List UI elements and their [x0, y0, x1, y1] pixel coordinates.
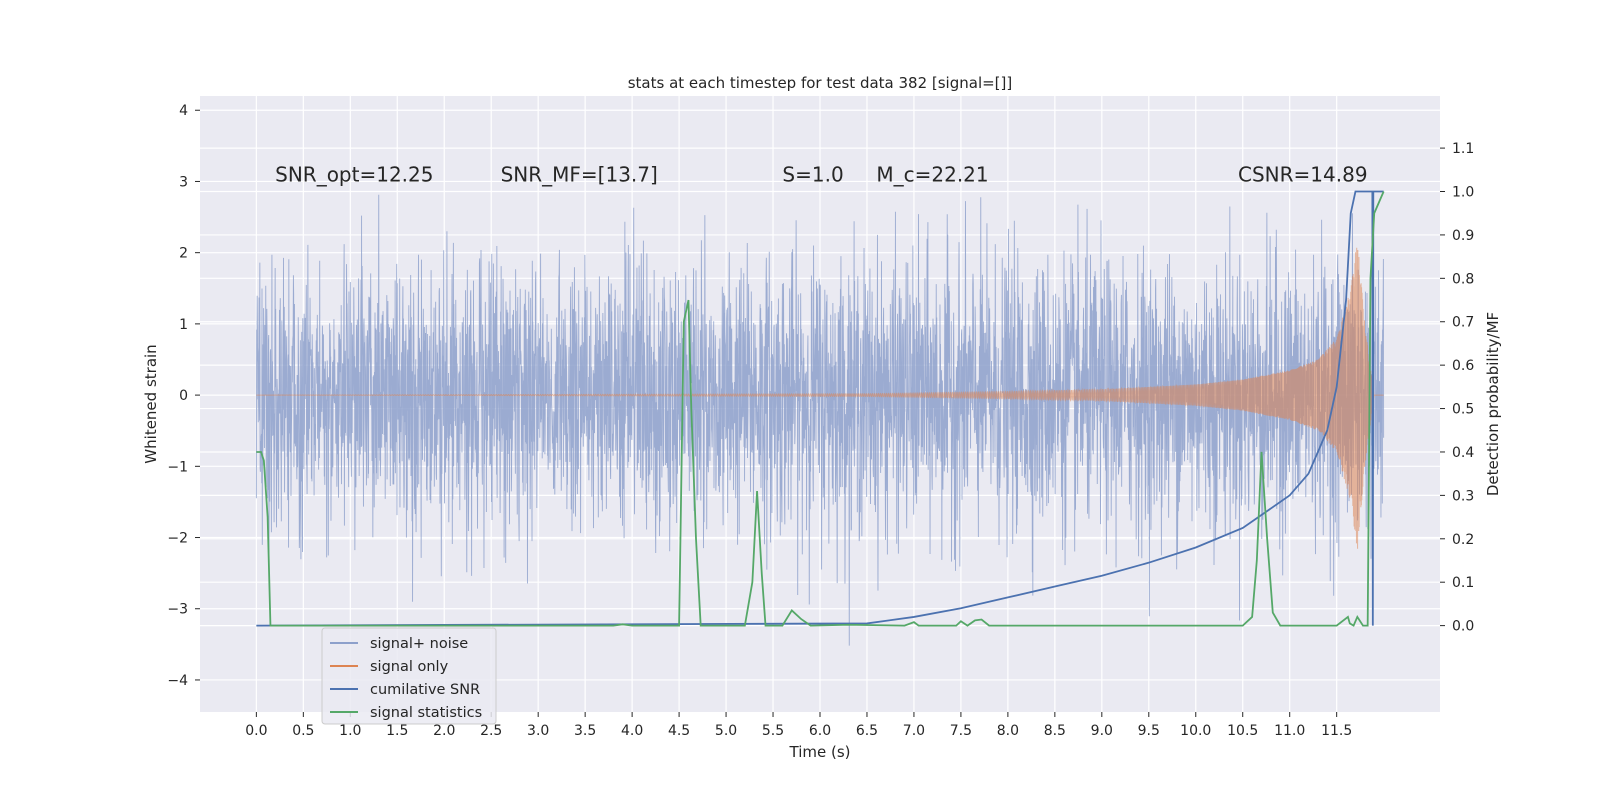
x-tick-label: 7.5	[950, 723, 972, 739]
y-left-tick-label: 0	[179, 388, 188, 404]
x-tick-label: 9.5	[1138, 723, 1160, 739]
y-right-tick-label: 0.2	[1452, 532, 1474, 548]
x-tick-label: 0.5	[292, 723, 314, 739]
y-left-tick-label: −2	[167, 531, 188, 547]
series-layer	[255, 190, 1385, 646]
x-tick-label: 11.5	[1321, 723, 1352, 739]
annotation-text: SNR_opt=12.25	[275, 162, 433, 186]
annotations: SNR_opt=12.25 SNR_MF=[13.7] S=1.0 M_c=22.21…	[275, 162, 1367, 186]
annotation-text: CSNR=14.89	[1238, 162, 1368, 186]
legend-label: cumilative SNR	[370, 682, 480, 698]
x-axis: 0.0 0.5 1.0 1.5 2.0 2.5 3.0 3.5 4.0 4.5 5.0 5.5 6.0 6…	[245, 712, 1352, 739]
x-tick-label: 9.0	[1091, 723, 1113, 739]
x-tick-label: 10.5	[1227, 723, 1258, 739]
y-left-tick-label: −1	[167, 459, 188, 475]
x-tick-label: 6.5	[856, 723, 878, 739]
y-right-tick-label: 0.4	[1452, 445, 1474, 461]
x-tick-label: 8.5	[1044, 723, 1066, 739]
y-right-tick-label: 0.3	[1452, 488, 1474, 504]
x-tick-label: 3.5	[574, 723, 596, 739]
x-tick-label: 6.0	[809, 723, 831, 739]
legend: signal+ noise signal only cumilative SNR si…	[321, 627, 497, 725]
legend-label: signal+ noise	[370, 636, 468, 652]
series-cumilative-snr-line	[256, 190, 1384, 627]
y-right-tick-label: 0.7	[1452, 315, 1474, 331]
y-axis-left-label: Whitened strain	[142, 344, 160, 463]
annotation-text: SNR_MF=[13.7]	[501, 162, 658, 186]
y-axis-left: −4 −3 −2 −1 0 1 2 3 4	[167, 103, 200, 689]
x-tick-label: 1.0	[339, 723, 361, 739]
y-right-tick-label: 0.9	[1452, 228, 1474, 244]
y-left-tick-label: 2	[179, 246, 188, 262]
y-right-tick-label: 0.5	[1452, 402, 1474, 418]
x-tick-label: 1.5	[386, 723, 408, 739]
y-right-tick-label: 0.8	[1452, 271, 1474, 287]
y-right-tick-label: 0.6	[1452, 358, 1474, 374]
y-left-tick-label: −4	[167, 673, 188, 689]
y-left-tick-label: −3	[167, 602, 188, 618]
y-left-tick-label: 4	[179, 103, 188, 119]
y-right-tick-label: 1.1	[1452, 141, 1474, 157]
x-tick-label: 5.5	[762, 723, 784, 739]
legend-label: signal only	[370, 659, 449, 675]
y-right-tick-label: 0.0	[1452, 619, 1474, 635]
y-axis-right-label: Detection probability/MF	[1484, 312, 1502, 496]
series-signal-only-line	[256, 247, 1384, 549]
x-tick-label: 3.0	[527, 723, 549, 739]
annotation-text: M_c=22.21	[876, 162, 988, 186]
series-signal-noise-line	[255, 194, 1385, 646]
annotation-text: S=1.0	[782, 162, 843, 186]
x-tick-label: 4.0	[621, 723, 643, 739]
x-tick-label: 8.0	[997, 723, 1019, 739]
y-left-tick-label: 3	[179, 174, 188, 190]
y-right-tick-label: 1.0	[1452, 185, 1474, 201]
x-tick-label: 10.0	[1180, 723, 1211, 739]
series-signal-statistics-line	[256, 191, 1385, 627]
x-tick-label: 2.5	[480, 723, 502, 739]
x-tick-label: 4.5	[668, 723, 690, 739]
chart-title: stats at each timestep for test data 382…	[628, 74, 1013, 92]
x-tick-label: 5.0	[715, 723, 737, 739]
legend-box	[321, 627, 497, 725]
x-tick-label: 11.0	[1274, 723, 1305, 739]
x-tick-label: 2.0	[433, 723, 455, 739]
x-tick-label: 7.0	[903, 723, 925, 739]
legend-label: signal statistics	[370, 705, 482, 721]
y-left-tick-label: 1	[179, 317, 188, 333]
x-tick-label: 0.0	[245, 723, 267, 739]
y-right-tick-label: 0.1	[1452, 575, 1474, 591]
y-axis-right: 0.0 0.1 0.2 0.3 0.4 0.5 0.6 0.7 0.8 0.9 1.0 1.1	[1440, 141, 1474, 635]
x-axis-label: Time (s)	[789, 743, 851, 761]
